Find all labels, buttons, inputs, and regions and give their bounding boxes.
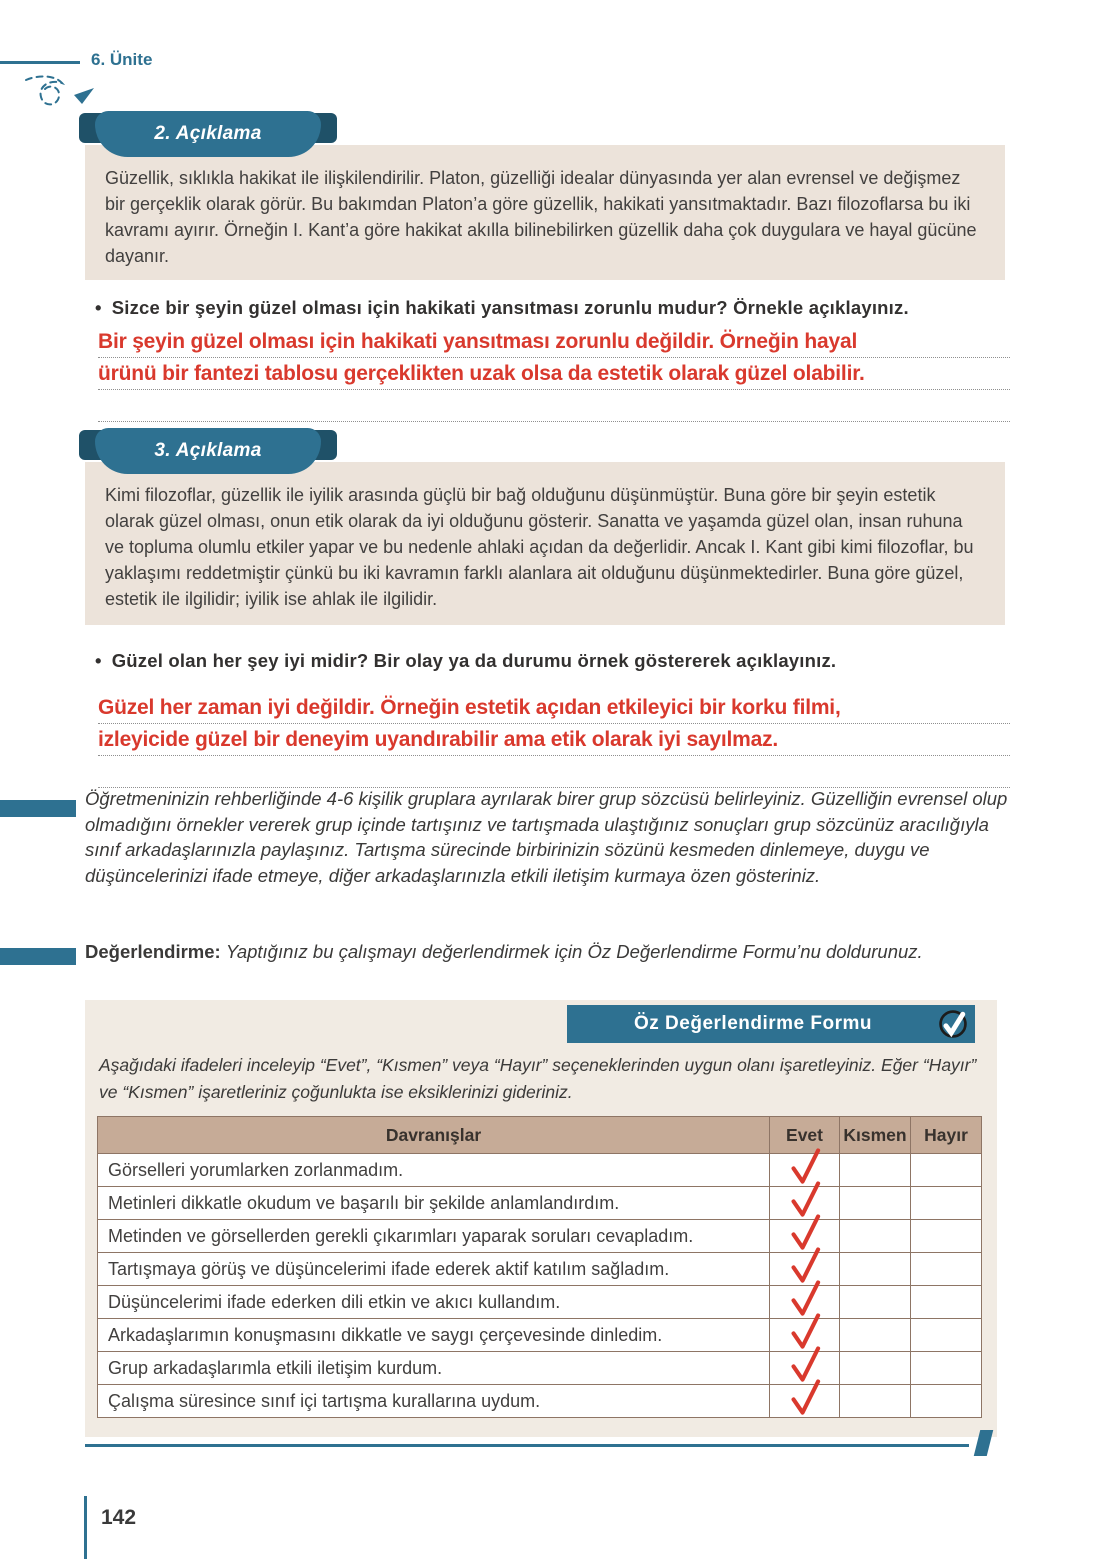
option-cell-kismen xyxy=(839,1186,911,1220)
behavior-cell: Metinden ve görsellerden gerekli çıkarım… xyxy=(97,1219,770,1253)
option-cell-evet xyxy=(769,1280,840,1319)
behavior-cell: Grup arkadaşlarımla etkili iletişim kurd… xyxy=(97,1351,770,1385)
table-row: Tartışmaya görüş ve düşüncelerimi ifade … xyxy=(97,1247,982,1286)
table-row: Grup arkadaşlarımla etkili iletişim kurd… xyxy=(97,1346,982,1385)
option-cell-evet xyxy=(769,1214,840,1253)
margin-marker xyxy=(0,948,76,965)
bullet-marker: • xyxy=(95,650,102,671)
form-banner: Öz Değerlendirme Formu xyxy=(567,1005,975,1043)
checkmark-icon xyxy=(791,1247,820,1283)
explanation-text: Kimi filozoflar, güzellik ile iyilik ara… xyxy=(105,485,974,609)
option-cell-kismen xyxy=(839,1153,911,1187)
table-row: Görselleri yorumlarken zorlanmadım. xyxy=(97,1148,982,1187)
group-activity-text: Öğretmeninizin rehberliğinde 4-6 kişilik… xyxy=(85,788,1008,886)
answer-line xyxy=(98,390,1010,422)
checkmark-icon xyxy=(791,1148,820,1184)
table-row: Arkadaşlarımın konuşmasını dikkatle ve s… xyxy=(97,1313,982,1352)
margin-marker xyxy=(0,800,76,817)
column-header-behaviors: Davranışlar xyxy=(97,1116,770,1154)
option-cell-hayir xyxy=(910,1153,982,1187)
doodle-arrow-icon xyxy=(25,75,94,106)
table-row: Çalışma süresince sınıf içi tartışma kur… xyxy=(97,1379,982,1418)
table-row: Düşüncelerimi ifade ederken dili etkin v… xyxy=(97,1280,982,1319)
question-1: • Sizce bir şeyin güzel olması için hakik… xyxy=(95,297,909,318)
footer-rule xyxy=(85,1444,969,1447)
answer-line: izleyicide güzel bir deneyim uyandırabil… xyxy=(98,724,1010,756)
checkmark-icon xyxy=(791,1280,820,1316)
option-cell-hayir xyxy=(910,1285,982,1319)
option-cell-hayir xyxy=(910,1186,982,1220)
section-badge: 3. Açıklama xyxy=(79,428,337,474)
option-cell-evet xyxy=(769,1313,840,1352)
badge-label: 3. Açıklama xyxy=(154,440,262,461)
column-header-hayir: Hayır xyxy=(910,1116,982,1154)
checkmark-icon xyxy=(791,1313,820,1349)
table-header-row: Davranışlar Evet Kısmen Hayır xyxy=(97,1116,982,1154)
behavior-cell: Çalışma süresince sınıf içi tartışma kur… xyxy=(97,1384,770,1418)
badge-label: 2. Açıklama xyxy=(154,123,262,144)
bullet-marker: • xyxy=(95,297,102,318)
check-circle-icon xyxy=(939,1010,967,1038)
self-evaluation-form: Öz Değerlendirme Formu Aşağıdaki ifadele… xyxy=(85,1000,997,1437)
explanation-box-2: 2. Açıklama Güzellik, sıklıkla hakikat i… xyxy=(79,111,1005,280)
page-number: 142 xyxy=(101,1506,137,1529)
behavior-cell: Metinleri dikkatle okudum ve başarılı bi… xyxy=(97,1186,770,1220)
option-cell-kismen xyxy=(839,1351,911,1385)
answer-line xyxy=(98,756,1010,788)
option-cell-hayir xyxy=(910,1318,982,1352)
column-header-kismen: Kısmen xyxy=(839,1116,911,1154)
unit-label: 6. Ünite xyxy=(91,50,153,69)
evaluation-note: Değerlendirme: Yaptığınız bu çalışmayı d… xyxy=(85,938,1015,965)
section-badge: 2. Açıklama xyxy=(79,111,337,157)
option-cell-kismen xyxy=(839,1285,911,1319)
unit-header-rule xyxy=(0,61,80,64)
behavior-cell: Düşüncelerimi ifade ederken dili etkin v… xyxy=(97,1285,770,1319)
form-title: Öz Değerlendirme Formu xyxy=(634,1013,872,1034)
behavior-cell: Görselleri yorumlarken zorlanmadım. xyxy=(97,1153,770,1187)
evaluation-label: Değerlendirme: xyxy=(85,941,221,962)
option-cell-hayir xyxy=(910,1351,982,1385)
option-cell-evet xyxy=(769,1379,840,1418)
explanation-box-3: 3. Açıklama Kimi filozoflar, güzellik il… xyxy=(79,428,1005,625)
answer-line: Güzel her zaman iyi değildir. Örneğin es… xyxy=(98,692,1010,724)
answer-area-2: Güzel her zaman iyi değildir. Örneğin es… xyxy=(98,692,1010,788)
answer-line: ürünü bir fantezi tablosu gerçeklikten u… xyxy=(98,358,1010,390)
form-instructions: Aşağıdaki ifadeleri inceleyip “Evet”, “K… xyxy=(99,1055,977,1102)
table-row: Metinden ve görsellerden gerekli çıkarım… xyxy=(97,1214,982,1253)
behavior-table-body: Görselleri yorumlarken zorlanmadım. Metin… xyxy=(97,1148,982,1418)
checkmark-icon xyxy=(791,1379,820,1415)
behavior-table: Davranışlar Evet Kısmen Hayır Görselleri… xyxy=(97,1116,982,1418)
option-cell-evet xyxy=(769,1148,840,1187)
option-cell-kismen xyxy=(839,1252,911,1286)
option-cell-kismen xyxy=(839,1219,911,1253)
answer-line: Bir şeyin güzel olması için hakikati yan… xyxy=(98,326,1010,358)
option-cell-kismen xyxy=(839,1318,911,1352)
page-number-bar xyxy=(84,1496,87,1559)
evaluation-text: Yaptığınız bu çalışmayı değerlendirmek i… xyxy=(225,941,923,962)
option-cell-hayir xyxy=(910,1384,982,1418)
explanation-text: Güzellik, sıklıkla hakikat ile ilişkilen… xyxy=(105,168,977,266)
option-cell-evet xyxy=(769,1181,840,1220)
table-row: Metinleri dikkatle okudum ve başarılı bi… xyxy=(97,1181,982,1220)
behavior-cell: Arkadaşlarımın konuşmasını dikkatle ve s… xyxy=(97,1318,770,1352)
question-2: • Güzel olan her şey iyi midir? Bir olay … xyxy=(95,650,837,671)
checkmark-icon xyxy=(791,1346,820,1382)
answer-area-1: Bir şeyin güzel olması için hakikati yan… xyxy=(98,326,1010,422)
option-cell-kismen xyxy=(839,1384,911,1418)
option-cell-hayir xyxy=(910,1219,982,1253)
checkmark-icon xyxy=(791,1214,820,1250)
checkmark-icon xyxy=(791,1181,820,1217)
behavior-cell: Tartışmaya görüş ve düşüncelerimi ifade … xyxy=(97,1252,770,1286)
option-cell-hayir xyxy=(910,1252,982,1286)
